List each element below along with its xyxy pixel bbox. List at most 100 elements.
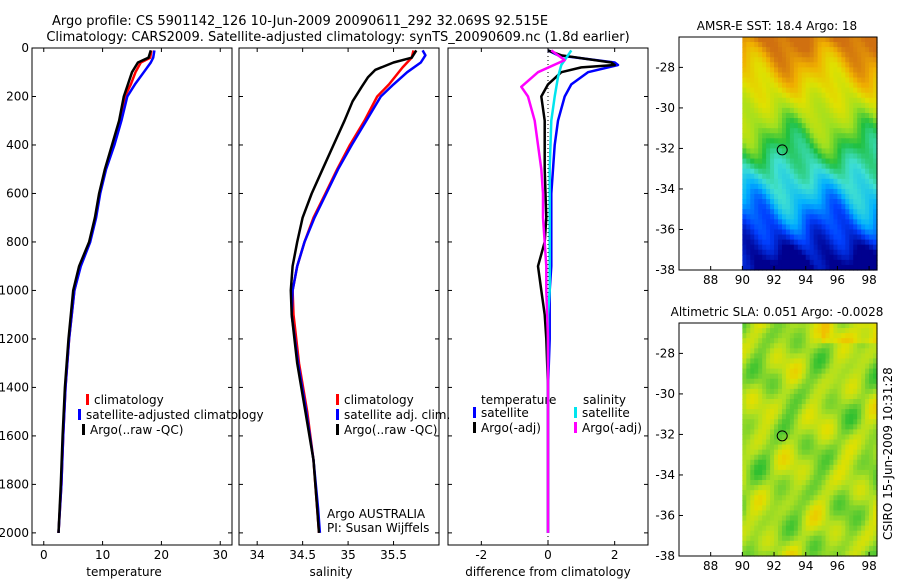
sst_map-cell	[742, 168, 747, 175]
sla_map-cell	[841, 388, 846, 395]
sst_map-cell	[746, 183, 751, 190]
sst_map-cell	[742, 199, 747, 205]
sst_map-cell	[813, 92, 819, 99]
sst_map-cell	[762, 138, 767, 144]
sla_map-cell	[762, 515, 767, 522]
sla_map-cell	[837, 378, 842, 385]
sst_map-cell	[837, 219, 842, 226]
sst_map-argo-marker	[776, 144, 788, 156]
sla_map-cell	[754, 490, 759, 496]
sst_map-cell	[785, 214, 791, 220]
sst_map-cell	[754, 52, 759, 58]
sla_map-cell	[758, 485, 763, 491]
sla_map-cell	[805, 373, 811, 380]
sst_map-cell	[774, 107, 779, 114]
sst_map-cell	[774, 52, 779, 58]
sst_map-cell	[793, 123, 799, 129]
sst_map-cell	[813, 87, 819, 94]
sla_map-cell	[742, 388, 747, 395]
sla_map-cell	[778, 510, 783, 517]
sst_map-cell	[853, 229, 858, 236]
sla_map-cell	[770, 535, 775, 542]
sla_map-cell	[833, 429, 838, 436]
sla_map-cell	[869, 469, 874, 476]
sst_map-cell	[762, 219, 767, 226]
salinity-series-0	[291, 50, 415, 533]
sst_map-cell	[750, 254, 755, 261]
sla_map-cell	[797, 348, 803, 354]
sst_map-cell	[829, 214, 835, 220]
sst_map-cell	[845, 57, 850, 63]
sla_map-cell	[781, 378, 787, 385]
sst_map-cell	[861, 194, 866, 200]
sla_map-cell	[742, 439, 747, 446]
sla_map-cell	[801, 454, 807, 461]
sla_map-cell	[766, 353, 771, 360]
sla_map-cell	[821, 393, 827, 400]
sla_map-cell	[833, 358, 838, 365]
sst_map-cell	[825, 214, 831, 220]
sst_map-cell	[873, 259, 878, 266]
sla_map-cell	[766, 409, 771, 415]
sla_map-cell	[821, 550, 827, 557]
sla_map-cell	[853, 454, 858, 461]
sla_map-cell	[861, 363, 866, 370]
sst_map-cell	[813, 82, 819, 89]
sla_map-cell	[746, 474, 751, 481]
sst_map-cell	[742, 194, 747, 200]
sst_map-cell	[793, 72, 799, 79]
sla_map-cell	[766, 459, 771, 466]
sla_map-cell	[793, 495, 799, 501]
sla_map-cell	[869, 449, 874, 456]
sst_map-cell	[778, 72, 783, 79]
sla_map-cell	[825, 449, 831, 456]
sla_map-cell	[797, 500, 803, 506]
sst_map-cell	[837, 148, 842, 155]
sla_map-cell	[805, 495, 811, 501]
sst_map-cell	[793, 239, 799, 246]
sla_map-cell	[754, 338, 759, 344]
sla_map-cell	[770, 525, 775, 532]
sla_map-cell	[829, 500, 835, 506]
sla_map-cell	[857, 540, 862, 547]
sla_map-cell	[813, 480, 819, 486]
sla_map-cell	[805, 530, 811, 537]
sst_map-cell	[825, 199, 831, 205]
sst_map-ytick-label-2: -32	[655, 141, 675, 155]
sst_map-cell	[809, 62, 815, 68]
sst_map-cell	[758, 234, 763, 241]
sst_map-cell	[869, 82, 874, 89]
sla_map-cell	[821, 500, 827, 506]
sla_map-cell	[825, 490, 831, 496]
sst_map-cell	[781, 133, 787, 139]
sla_map-cell	[801, 545, 807, 552]
sla_map-cell	[762, 535, 767, 542]
sla_map-cell	[829, 510, 835, 517]
sla_map-cell	[793, 464, 799, 471]
sst_map-cell	[805, 87, 811, 94]
sst_map-cell	[813, 153, 819, 160]
sst_map-cell	[781, 244, 787, 251]
sla_map-cell	[825, 429, 831, 436]
sst_map-cell	[746, 67, 751, 74]
sst_map-cell	[781, 148, 787, 155]
sst_map-cell	[849, 102, 854, 109]
sst_map-cell	[817, 72, 823, 79]
salinity-xtick-label-2: 35	[340, 548, 355, 562]
sla_map-cell	[778, 490, 783, 496]
sla_map-cell	[797, 388, 803, 395]
sst_map-cell	[857, 77, 862, 84]
sst_map-cell	[845, 153, 850, 160]
sst_map-cell	[785, 107, 791, 114]
sla_map-cell	[754, 353, 759, 360]
sla_map-cell	[750, 495, 755, 501]
sla_map-cell	[793, 419, 799, 425]
sla_map-cell	[833, 353, 838, 360]
sst_map-cell	[793, 183, 799, 190]
sst_map-cell	[849, 178, 854, 185]
sla_map-cell	[789, 500, 795, 506]
sla_map-cell	[789, 510, 795, 517]
sst_map-cell	[754, 219, 759, 226]
sla_map-cell	[778, 444, 783, 451]
sst_map-xtick-label-1: 90	[735, 273, 750, 287]
